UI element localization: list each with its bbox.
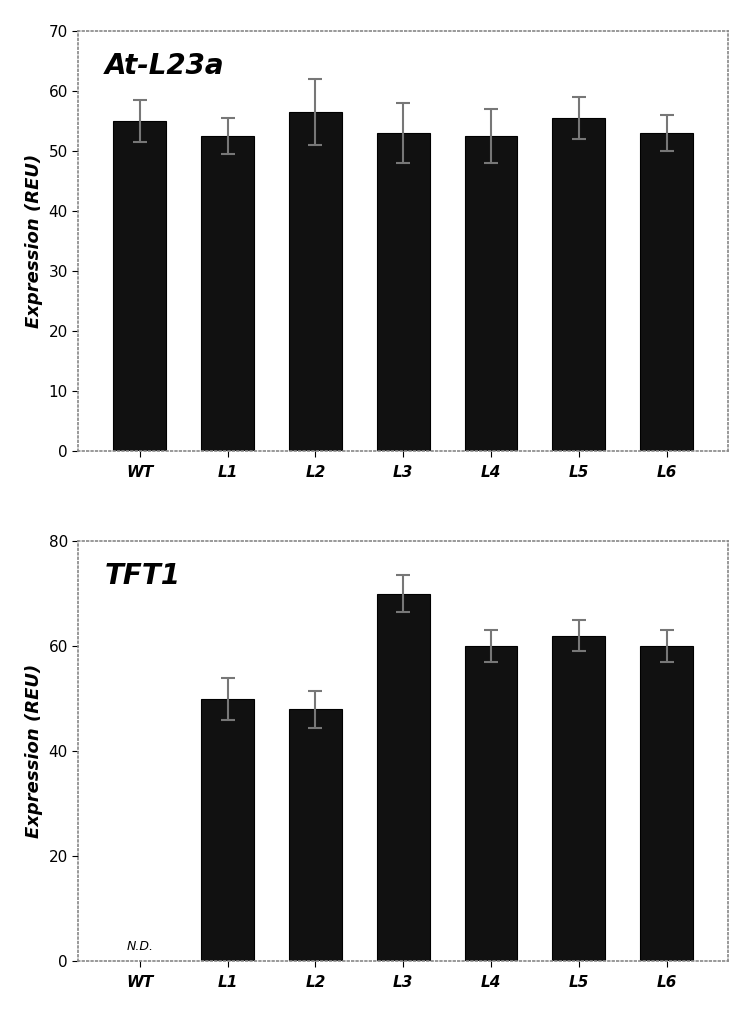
Bar [376, 594, 429, 961]
Bar [114, 121, 166, 451]
Bar [289, 709, 342, 961]
Y-axis label: Expression (REU): Expression (REU) [25, 664, 43, 838]
Bar [553, 635, 605, 961]
Bar [465, 647, 517, 961]
Bar [553, 118, 605, 451]
Bar [201, 136, 254, 451]
Bar [201, 698, 254, 961]
Bar [376, 133, 429, 451]
Bar [640, 647, 693, 961]
Bar [465, 136, 517, 451]
Text: At-L23a: At-L23a [105, 52, 224, 80]
Y-axis label: Expression (REU): Expression (REU) [25, 154, 43, 328]
Text: TFT1: TFT1 [105, 562, 180, 591]
Text: N.D.: N.D. [127, 940, 154, 953]
Bar [289, 112, 342, 451]
Bar [640, 133, 693, 451]
